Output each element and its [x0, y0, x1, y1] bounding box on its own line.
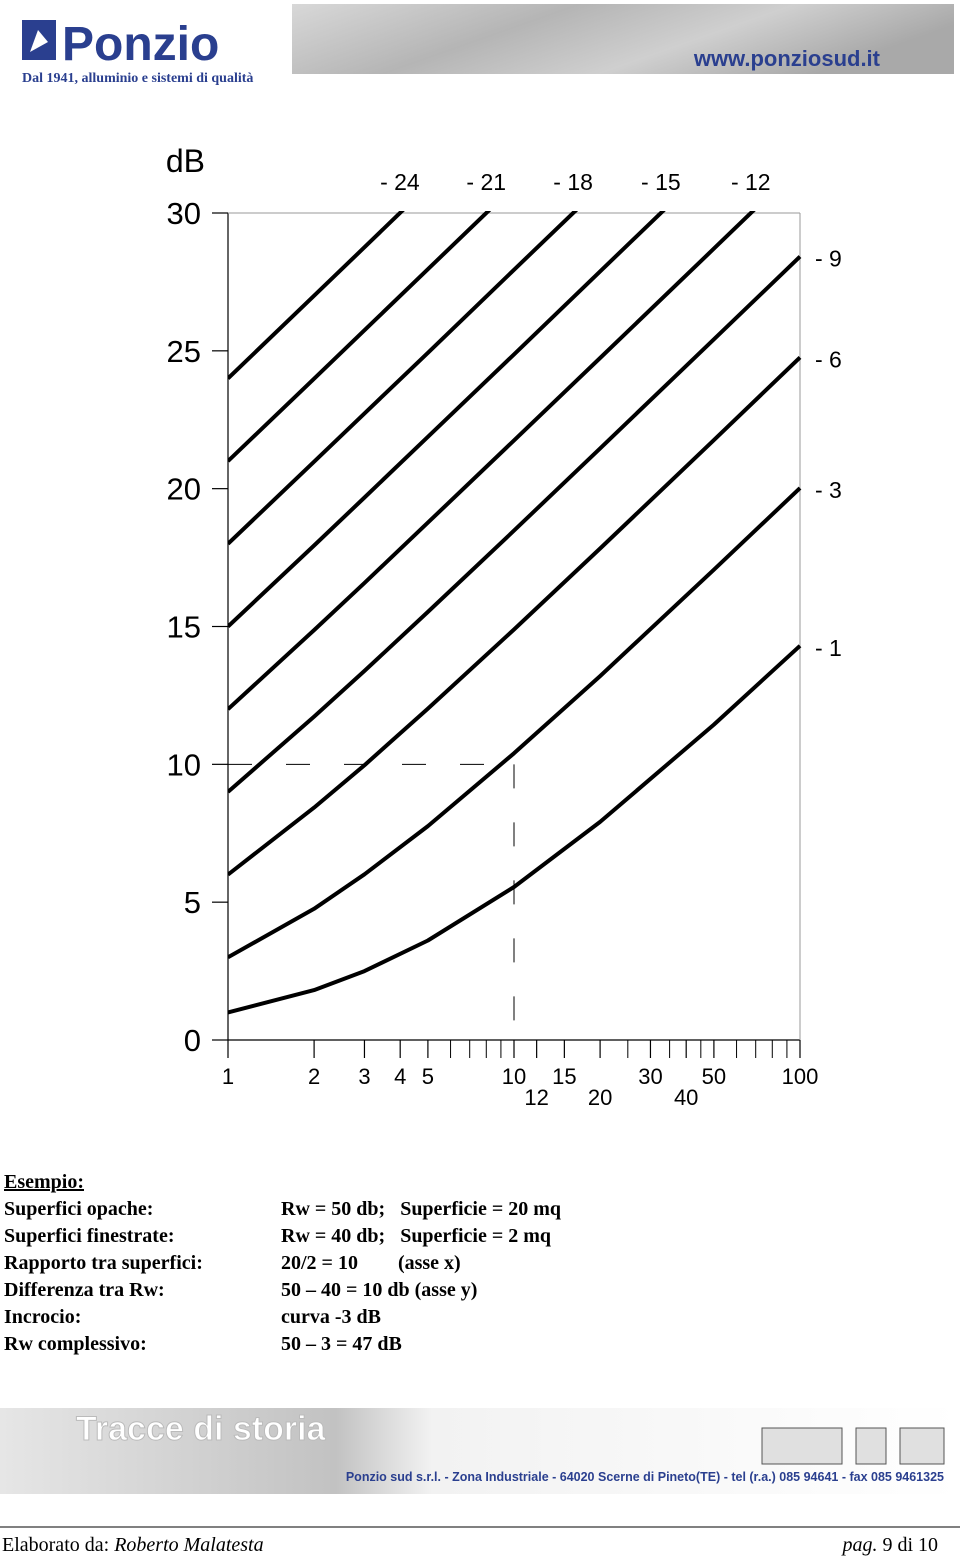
footer-heading: Tracce di storia	[76, 1410, 327, 1448]
example-value: 50 – 3 = 47 dB	[281, 1333, 402, 1355]
cert-logo	[899, 1427, 945, 1465]
y-tick-label: 25	[167, 334, 201, 369]
page-label: pag.	[840, 1534, 877, 1556]
x-tick-label: 30	[638, 1064, 662, 1089]
example-label: Superfici finestrate:	[4, 1225, 175, 1247]
example-label: Rw complessivo:	[4, 1333, 147, 1355]
example-label: Differenza tra Rw:	[4, 1279, 165, 1301]
curve-label: - 12	[731, 169, 771, 195]
x-tick-label: 100	[782, 1064, 819, 1089]
example-value: 50 – 40 = 10 db (asse y)	[281, 1279, 477, 1301]
cert-logo	[761, 1427, 843, 1465]
x-tick-label: 40	[674, 1085, 698, 1110]
author: Roberto Malatesta	[113, 1534, 263, 1556]
curve-label: - 18	[553, 169, 593, 195]
brand: Ponzio	[62, 18, 219, 71]
curve-label: - 21	[466, 169, 506, 195]
tagline: Dal 1941, alluminio e sistemi di qualità	[22, 71, 253, 86]
y-tick-label: 5	[184, 885, 201, 920]
curve	[228, 211, 579, 546]
curve	[228, 644, 802, 1015]
website: www.ponziosud.it	[693, 46, 881, 71]
example-label: Incrocio:	[4, 1306, 81, 1328]
logo-icon-mark	[30, 30, 48, 52]
x-tick-label: 1	[222, 1064, 234, 1089]
curve	[228, 486, 802, 960]
footer-right: pag. 9 di 10	[840, 1534, 938, 1556]
curve-label: - 24	[380, 169, 420, 195]
curve	[228, 355, 802, 877]
curve-label: - 6	[815, 346, 842, 372]
footer-left: Elaborato da: Roberto Malatesta	[2, 1534, 264, 1556]
page-total: 10	[918, 1534, 938, 1556]
y-tick-label: 20	[167, 472, 201, 507]
x-tick-label: 15	[552, 1064, 576, 1089]
x-tick-label: 3	[358, 1064, 370, 1089]
y-tick-label: 15	[167, 610, 201, 645]
curve	[228, 211, 405, 380]
x-tick-label: 2	[308, 1064, 320, 1089]
curve	[228, 211, 492, 463]
y-tick-label: 30	[167, 196, 201, 231]
y-tick-label: 0	[184, 1023, 201, 1058]
example-label: Superfici opache:	[4, 1198, 153, 1220]
curve-label: - 9	[815, 246, 842, 272]
plot-area	[228, 211, 802, 1015]
example-title: Esempio:	[4, 1171, 84, 1193]
example-value: Rw = 40 db; Superficie = 2 mq	[281, 1225, 551, 1247]
footer-address: Ponzio sud s.r.l. - Zona Industriale - 6…	[346, 1470, 944, 1484]
example-value: 20/2 = 10 (asse x)	[281, 1252, 461, 1274]
example-label: Rapporto tra superfici:	[4, 1252, 203, 1274]
x-tick-label: 4	[394, 1064, 406, 1089]
page-number: 9	[882, 1534, 892, 1556]
y-tick-label: 10	[167, 747, 201, 782]
x-tick-label: 50	[702, 1064, 726, 1089]
x-tick-label: 10	[502, 1064, 526, 1089]
x-tick-label: 5	[422, 1064, 434, 1089]
example: Esempio: Superfici opache: Rw = 50 db; Su…	[4, 1171, 561, 1355]
example-value: Rw = 50 db; Superficie = 20 mq	[281, 1198, 561, 1220]
page-of: di	[897, 1534, 913, 1556]
author-label: Elaborato da:	[2, 1534, 109, 1556]
x-tick-label: 12	[524, 1085, 548, 1110]
header-banner	[292, 4, 954, 74]
x-tick-label: 20	[588, 1085, 612, 1110]
curve	[228, 211, 756, 711]
cert-logo	[855, 1427, 887, 1465]
curve-label: - 3	[815, 477, 842, 503]
curve-label: - 15	[641, 169, 681, 195]
example-value: curva -3 dB	[281, 1306, 381, 1328]
curve	[228, 211, 666, 628]
curve-label: - 1	[815, 635, 842, 661]
y-axis-label: dB	[166, 143, 205, 179]
curve	[228, 255, 802, 794]
